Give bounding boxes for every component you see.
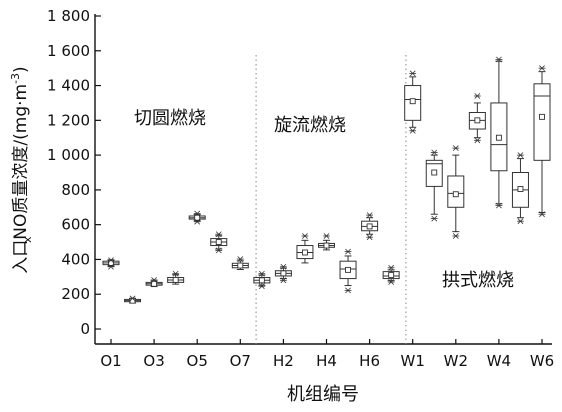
- x-tick-label: W6: [530, 352, 554, 370]
- y-tick-label: 1 400: [47, 77, 90, 95]
- box-mean-marker: [388, 272, 395, 279]
- y-tick-label: 200: [61, 285, 90, 303]
- box-mean-marker: [431, 169, 438, 176]
- x-tick-label: W1: [401, 352, 425, 370]
- y-axis-title-subscript: x: [21, 236, 34, 243]
- y-tick-label: 1 000: [47, 146, 90, 164]
- y-axis-title-close: ): [11, 66, 31, 73]
- x-tick-label: H2: [273, 352, 294, 370]
- box-mean-marker: [409, 98, 416, 105]
- box-mean-marker: [452, 191, 459, 198]
- box-mean-marker: [539, 113, 545, 120]
- y-tick-label: 400: [61, 250, 90, 268]
- box-mean-marker: [258, 277, 265, 284]
- x-tick-label: H6: [359, 352, 380, 370]
- y-tick-label: 0: [80, 320, 90, 338]
- y-tick-label: 1 600: [47, 42, 90, 60]
- y-tick-label: 600: [61, 216, 90, 234]
- x-tick-label: O5: [187, 352, 208, 370]
- x-axis-title: 机组编号: [287, 384, 359, 405]
- x-tick-label: W4: [487, 352, 511, 370]
- x-tick-label: W2: [444, 352, 468, 370]
- box-mean-marker: [323, 242, 330, 249]
- y-tick-label: 1 800: [47, 7, 90, 25]
- box-mean-marker: [172, 277, 179, 283]
- y-tick-label: 800: [61, 181, 90, 199]
- group-label: 切圆燃烧: [134, 108, 206, 129]
- y-axis-title: 入口NO质量浓度/(mg·m-3): [9, 66, 31, 273]
- box-mean-marker: [237, 262, 244, 269]
- box-mean-marker: [517, 186, 524, 192]
- plot-area: 0 200 400 600 800 1 000 1 200 1 400 1 600 1 800 O1…: [47, 7, 554, 370]
- box-mean-marker: [345, 266, 351, 273]
- box-mean-marker: [280, 270, 287, 277]
- group-label: 拱式燃烧: [442, 270, 514, 291]
- group-label: 旋流燃烧: [274, 115, 346, 136]
- box-mean-marker: [194, 214, 201, 221]
- x-tick-label: O7: [230, 352, 251, 370]
- x-tick-label: H4: [316, 352, 337, 370]
- x-tick-label: O1: [100, 352, 121, 370]
- box-mean-marker: [495, 134, 502, 141]
- box-mean-marker: [302, 249, 308, 256]
- box-mean-marker: [366, 223, 373, 230]
- box-mean-marker: [215, 239, 222, 246]
- y-tick-label: 1 200: [47, 111, 90, 129]
- box-body: [533, 83, 551, 161]
- y-axis-title-superscript: -3: [9, 73, 22, 84]
- x-tick-label: O3: [143, 352, 164, 370]
- y-axis-title-main: 入口NO质量浓度/(mg·m: [11, 84, 31, 274]
- box-mean-marker: [151, 280, 158, 287]
- svg-text:入口NO质量浓度/(mg·m-3): 入口NO质量浓度/(mg·m-3): [9, 66, 31, 273]
- box-mean-marker: [474, 117, 481, 124]
- y-axis-subscript-group: x: [21, 236, 34, 243]
